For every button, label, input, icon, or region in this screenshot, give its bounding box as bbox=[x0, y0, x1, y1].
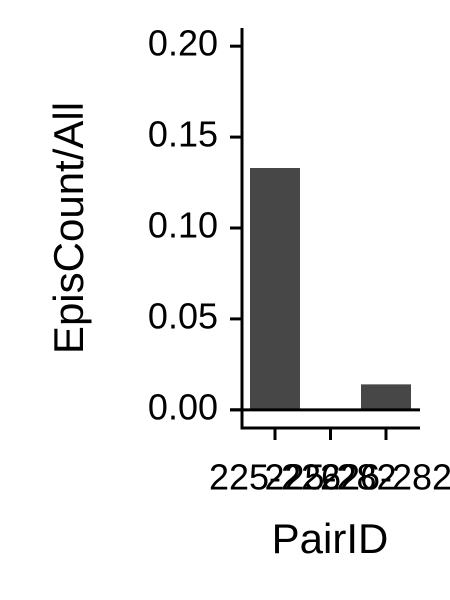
bar bbox=[361, 384, 411, 410]
x-tick-label: 225-226 bbox=[209, 457, 341, 498]
y-tick-label: 0.10 bbox=[148, 205, 218, 246]
y-tick-label: 0.05 bbox=[148, 295, 218, 336]
y-axis-label: EpisCount/All bbox=[45, 102, 92, 354]
bar bbox=[250, 168, 300, 410]
x-tick-label: 225-282 bbox=[264, 457, 396, 498]
x-axis-label: PairID bbox=[272, 515, 389, 562]
y-tick-label: 0.00 bbox=[148, 386, 218, 427]
y-tick-label: 0.15 bbox=[148, 114, 218, 155]
x-tick-label: 226-282 bbox=[320, 457, 450, 498]
y-tick-label: 0.20 bbox=[148, 23, 218, 64]
